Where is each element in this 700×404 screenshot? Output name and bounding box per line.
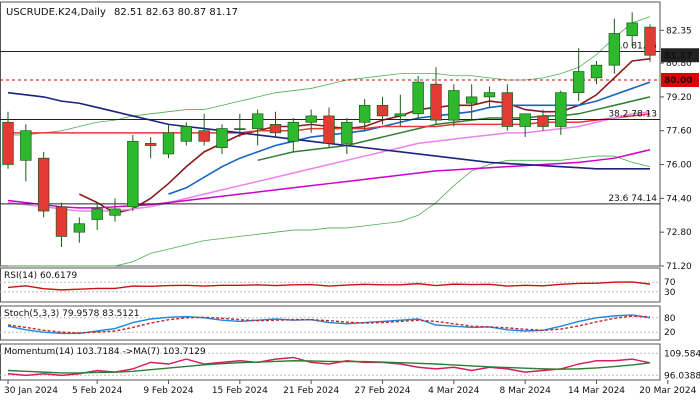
y-tick-label: 79.20 — [666, 93, 692, 103]
candle-body — [91, 208, 103, 220]
indicator-label-momentum: Momentum(14) 103.7184 ->MA(7) 103.7129 — [4, 347, 206, 357]
candle-body — [412, 81, 424, 115]
candle-body — [305, 115, 317, 123]
indicator-panel-frame — [0, 343, 661, 381]
indicator-line-stoch-1 — [7, 315, 651, 334]
candle-body — [234, 128, 246, 130]
chart-symbol: USCRUDE.K24,Daily — [6, 7, 106, 18]
candle-body — [644, 26, 656, 56]
x-tick-label: 30 Jan 2024 — [4, 386, 58, 396]
candle-body — [269, 124, 282, 134]
y-tick-label: 80.80 — [666, 59, 692, 69]
y-tick-label: 71.20 — [666, 262, 692, 272]
candle-body — [73, 223, 86, 233]
indicator-tick-label: 70 — [664, 278, 676, 288]
y-tick-label: 72.80 — [666, 228, 692, 238]
main-price-panel: 82.35 80.80 79.20 77.60 76.00 74.40 72.80 71.20… — [0, 1, 699, 272]
indicator-tick-label: 80 — [664, 314, 676, 324]
candle-body — [20, 130, 32, 161]
bollinger-lower-line — [8, 155, 651, 267]
candle-body — [162, 132, 175, 155]
indicator-tick-label: 30 — [664, 288, 676, 298]
candle-body — [55, 206, 68, 237]
candle-body — [572, 71, 585, 94]
candle-body — [323, 115, 335, 144]
indicator-label-stoch: Stoch(5,3,3) 79.9578 83.5121 — [4, 309, 139, 319]
indicator-label-rsi: RSI(14) 60.6179 — [4, 271, 77, 281]
candle-body — [127, 140, 139, 208]
y-tick-label: 76.00 — [666, 161, 692, 171]
candle-body — [537, 115, 549, 127]
level-label: 23.6 74.14 — [608, 194, 657, 204]
candle-body — [465, 96, 478, 104]
candle-body — [626, 22, 638, 36]
x-tick-label: 5 Feb 2024 — [72, 386, 123, 396]
x-tick-label: 9 Feb 2024 — [143, 386, 194, 396]
candle-body — [501, 92, 514, 127]
price-tag-label: 81.17 — [664, 51, 692, 61]
y-tick-label: 74.40 — [666, 194, 692, 204]
indicator-tick-label: 96.03883 — [664, 371, 700, 381]
candle-body — [109, 208, 121, 216]
x-tick-label: 8 Mar 2024 — [499, 386, 551, 396]
candle-body — [198, 130, 210, 142]
candle-body — [448, 90, 460, 121]
x-tick-label: 27 Feb 2024 — [354, 386, 410, 396]
x-tick-label: 4 Mar 2024 — [428, 386, 480, 396]
level-label: 50.0 81.35 — [608, 41, 657, 51]
indicator-panel-frame — [0, 267, 661, 303]
candle-body — [590, 64, 603, 79]
chart-ohlc-header: 82.51 82.63 80.87 81.17 — [114, 7, 238, 18]
candle-body — [483, 92, 496, 98]
price-tag-box — [661, 72, 699, 87]
candle-body — [519, 113, 531, 127]
y-tick-label: 77.60 — [666, 127, 692, 137]
x-tick-label: 14 Mar 2024 — [568, 386, 625, 396]
candle-body — [144, 143, 157, 146]
indicator-line-momentum-1 — [7, 360, 651, 374]
indicator-panel-frame — [0, 305, 661, 341]
candle-body — [37, 157, 50, 212]
indicator-tick-label: 20 — [664, 328, 676, 338]
candle-body — [341, 121, 353, 144]
candle-body — [394, 113, 407, 117]
candle-body — [251, 113, 264, 129]
y-tick-label: 82.35 — [666, 26, 692, 36]
candle-body — [608, 33, 621, 66]
candle-body — [555, 92, 567, 127]
x-tick-label: 21 Feb 2024 — [283, 386, 339, 396]
candle-body — [358, 104, 371, 123]
indicator-line-rsi-0 — [7, 281, 651, 291]
price-tag-label: 80.00 — [664, 76, 692, 86]
bollinger-upper-line — [8, 16, 651, 136]
candle-body — [287, 121, 300, 142]
date-axis: 30 Jan 2024 5 Feb 2024 9 Feb 2024 15 Feb 20… — [4, 380, 697, 396]
moving-average-line-ma_magenta — [7, 149, 651, 209]
main-panel-frame — [0, 1, 661, 267]
candle-body — [180, 126, 193, 142]
indicator-tick-label: 109.5845 — [664, 349, 700, 359]
price-tag-box — [661, 48, 699, 63]
level-label: 38.2 78.13 — [608, 110, 657, 120]
candle-body — [376, 104, 389, 117]
candle-body — [216, 128, 228, 148]
moving-average-line-ma_blue — [168, 81, 651, 195]
x-tick-label: 15 Feb 2024 — [212, 386, 268, 396]
candle-body — [2, 121, 14, 165]
x-tick-label: 20 Mar 2024 — [639, 386, 696, 396]
candle-body — [430, 83, 442, 121]
